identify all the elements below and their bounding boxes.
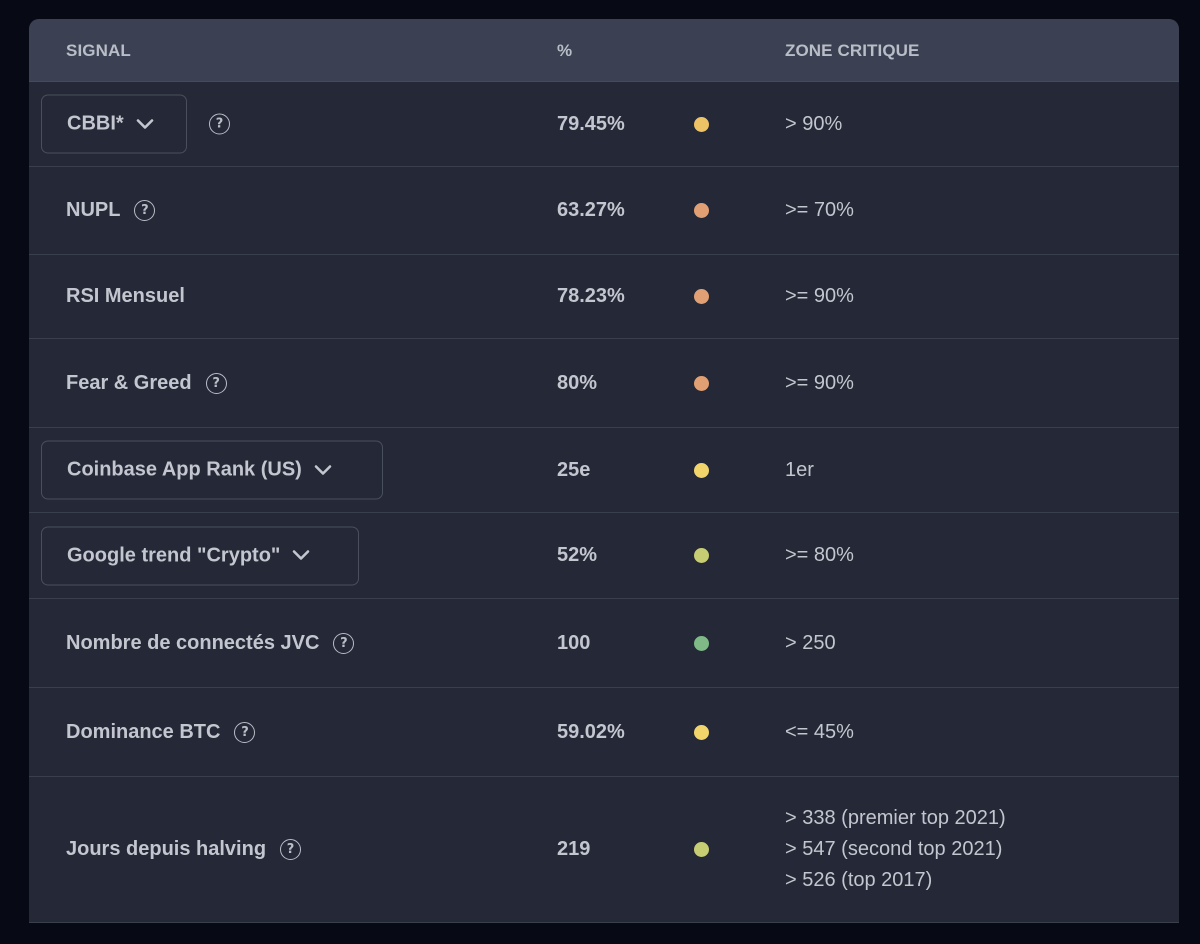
signal-cell: NUPL ? [66, 167, 156, 254]
status-dot [694, 513, 709, 598]
critical-zone: <= 45% [785, 720, 854, 743]
signal-value: 25e [557, 458, 591, 481]
status-dot [694, 428, 709, 512]
critical-zone: >= 80% [785, 544, 854, 566]
critical-zone: 1er [785, 458, 814, 481]
signal-label: Nombre de connectés JVC [66, 631, 320, 654]
table-row: Google trend "Crypto" 52% >= 80% [29, 513, 1179, 599]
chevron-down-icon [136, 118, 153, 129]
critical-zone: >= 70% [785, 199, 854, 221]
question-circle-icon[interactable]: ? [209, 113, 230, 135]
table-row: Fear & Greed ? 80% >= 90% [29, 339, 1179, 428]
signal-cell: Dominance BTC ? [66, 688, 256, 776]
status-dot [694, 777, 709, 922]
critical-zone: >= 90% [785, 371, 854, 394]
signal-dropdown-coinbase[interactable]: Coinbase App Rank (US) [41, 440, 383, 500]
table-row: Jours depuis halving ? 219 > 338 (premie… [29, 777, 1179, 923]
critical-zone: > 90% [785, 112, 843, 135]
signal-dropdown-google-trend[interactable]: Google trend "Crypto" [41, 526, 359, 585]
status-dot [694, 688, 709, 776]
question-circle-icon[interactable]: ? [280, 839, 302, 860]
status-dot [694, 167, 709, 254]
table-row: Coinbase App Rank (US) 25e 1er [29, 428, 1179, 513]
signal-cell: Jours depuis halving ? [66, 777, 302, 922]
table-row: NUPL ? 63.27% >= 70% [29, 167, 1179, 255]
critical-zone: >= 90% [785, 285, 854, 307]
signal-label: NUPL [66, 199, 121, 221]
signal-value: 59.02% [557, 720, 625, 743]
status-dot [694, 255, 709, 338]
signal-value: 219 [557, 838, 591, 860]
signal-label: CBBI* [67, 112, 124, 135]
signal-label: Jours depuis halving [66, 838, 267, 860]
signal-label: Google trend "Crypto" [67, 544, 281, 566]
status-dot [694, 82, 709, 166]
signal-cell: Nombre de connectés JVC ? [66, 599, 355, 687]
signal-label: Fear & Greed [66, 371, 192, 394]
table-row: RSI Mensuel 78.23% >= 90% [29, 255, 1179, 339]
question-circle-icon[interactable]: ? [134, 200, 156, 221]
table-row: CBBI* ? 79.45% > 90% [29, 82, 1179, 167]
column-header-signal: SIGNAL [66, 41, 131, 60]
chevron-down-icon [314, 464, 332, 475]
status-dot [694, 339, 709, 427]
question-circle-icon[interactable]: ? [205, 372, 227, 394]
signal-dropdown-cbbi[interactable]: CBBI* [41, 94, 187, 154]
signal-value: 80% [557, 371, 598, 394]
status-dot [694, 599, 709, 687]
signal-label: Dominance BTC [66, 720, 221, 743]
signal-cell: Fear & Greed ? [66, 339, 227, 427]
signal-value: 78.23% [557, 285, 625, 307]
critical-zone: > 250 [785, 631, 836, 654]
question-circle-icon[interactable]: ? [333, 632, 355, 654]
chevron-down-icon [293, 550, 310, 560]
signal-cell: RSI Mensuel [66, 255, 185, 338]
table-row: Nombre de connectés JVC ? 100 > 250 [29, 599, 1179, 688]
signal-value: 100 [557, 631, 591, 654]
question-circle-icon[interactable]: ? [234, 721, 256, 743]
column-header-percent: % [557, 41, 573, 60]
signal-value: 79.45% [557, 112, 625, 135]
column-header-zone: ZONE CRITIQUE [785, 41, 920, 60]
signal-value: 52% [557, 544, 598, 566]
table-header: SIGNAL % ZONE CRITIQUE [29, 19, 1179, 82]
table-row: Dominance BTC ? 59.02% <= 45% [29, 688, 1179, 777]
signal-label: RSI Mensuel [66, 285, 185, 307]
signal-label: Coinbase App Rank (US) [67, 458, 302, 481]
signal-value: 63.27% [557, 199, 625, 221]
critical-zone: > 338 (premier top 2021) > 547 (second t… [785, 807, 1006, 891]
signals-table: SIGNAL % ZONE CRITIQUE CBBI* ? 79.45% > … [29, 19, 1179, 923]
